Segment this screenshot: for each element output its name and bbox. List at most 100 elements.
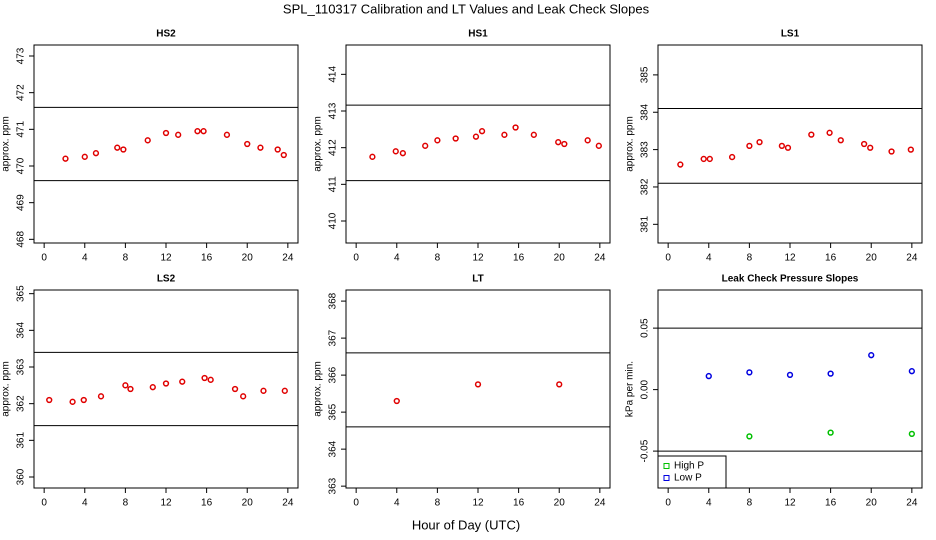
x-tick-label: 0	[353, 498, 359, 509]
y-axis-label: approx. ppm	[625, 116, 636, 172]
point	[97, 393, 105, 400]
point	[257, 144, 264, 151]
plot-frame	[345, 289, 611, 489]
y-tick-label: 410	[328, 212, 339, 229]
point	[888, 148, 895, 155]
x-tick-label: 8	[747, 498, 753, 509]
point	[756, 138, 763, 146]
x-tick-label: 24	[594, 253, 606, 264]
y-tick-label: 412	[328, 139, 339, 156]
point	[69, 398, 76, 405]
plot-frame	[345, 44, 611, 244]
point	[127, 385, 134, 393]
x-tick-label: 24	[282, 498, 294, 509]
legend-swatch	[663, 475, 670, 481]
y-tick-label: 367	[328, 329, 339, 346]
point	[434, 137, 441, 144]
y-tick-label: 469	[16, 194, 27, 211]
point	[122, 382, 129, 389]
point	[512, 124, 519, 131]
point	[162, 129, 170, 137]
panel-title: HS1	[468, 29, 488, 40]
point	[392, 148, 399, 155]
y-tick-label: 468	[16, 231, 27, 248]
y-tick-label: 382	[640, 178, 651, 195]
x-tick-label: 24	[906, 253, 918, 264]
point	[561, 140, 568, 148]
point	[746, 369, 753, 376]
x-tick-label: 20	[242, 253, 254, 264]
y-tick-label: 363	[16, 358, 27, 375]
x-tick-label: 4	[82, 498, 88, 509]
point	[162, 380, 170, 387]
legend-swatch	[663, 463, 670, 469]
legend-label: High P	[674, 461, 704, 472]
x-tick-label: 12	[784, 498, 796, 509]
point	[908, 368, 915, 375]
point	[867, 144, 874, 151]
point	[784, 144, 792, 151]
y-tick-label: 385	[640, 66, 651, 83]
point	[179, 378, 186, 385]
point	[530, 131, 537, 138]
point	[281, 387, 288, 394]
point	[92, 150, 100, 157]
point	[908, 430, 915, 438]
y-tick-label: 471	[16, 121, 27, 138]
point	[584, 137, 591, 144]
panel-title: LT	[472, 274, 483, 285]
point	[231, 385, 239, 393]
point	[907, 146, 914, 153]
plot-frame	[657, 44, 923, 244]
point	[868, 352, 875, 359]
x-tick-label: 16	[825, 498, 837, 509]
point	[706, 155, 713, 163]
y-tick-label: 364	[328, 440, 339, 457]
point	[62, 155, 69, 162]
x-tick-label: 8	[435, 253, 441, 264]
x-tick-label: 4	[82, 253, 88, 264]
point	[120, 146, 127, 153]
y-tick-label: 366	[328, 366, 339, 383]
panel-title: LS2	[157, 274, 176, 285]
panel-title: Leak Check Pressure Slopes	[722, 274, 859, 285]
x-tick-label: 0	[41, 253, 47, 264]
point	[175, 131, 182, 138]
point	[399, 150, 407, 157]
y-tick-label: 473	[16, 47, 27, 64]
legend-box	[657, 455, 727, 489]
x-tick-label: 20	[554, 253, 566, 264]
point	[194, 128, 201, 135]
point	[369, 153, 376, 160]
point	[393, 397, 400, 405]
point	[207, 376, 214, 383]
panel-title: HS2	[156, 29, 176, 40]
x-tick-label: 16	[825, 253, 837, 264]
x-tick-label: 12	[160, 498, 172, 509]
point	[826, 129, 833, 136]
x-tick-label: 0	[665, 253, 671, 264]
point	[452, 135, 459, 142]
point	[837, 137, 844, 144]
plot-frame	[33, 289, 299, 489]
point	[677, 161, 684, 168]
y-tick-label: -0.05	[640, 439, 651, 462]
y-tick-label: 365	[16, 285, 27, 302]
y-tick-label: 363	[328, 477, 339, 494]
x-tick-label: 4	[706, 498, 712, 509]
x-tick-label: 16	[513, 253, 525, 264]
point	[472, 133, 480, 140]
point	[827, 429, 834, 436]
point	[144, 137, 151, 144]
y-tick-label: 381	[640, 216, 651, 233]
y-axis-label: kPa per min.	[625, 361, 636, 417]
y-tick-label: 368	[328, 292, 339, 309]
x-axis-label: Hour of Day (UTC)	[412, 517, 520, 532]
y-tick-label: 0.05	[640, 318, 651, 338]
point	[422, 142, 429, 149]
x-tick-label: 4	[706, 253, 712, 264]
y-axis-label: approx. ppm	[1, 361, 12, 417]
y-tick-label: 413	[328, 102, 339, 119]
point	[746, 433, 753, 440]
